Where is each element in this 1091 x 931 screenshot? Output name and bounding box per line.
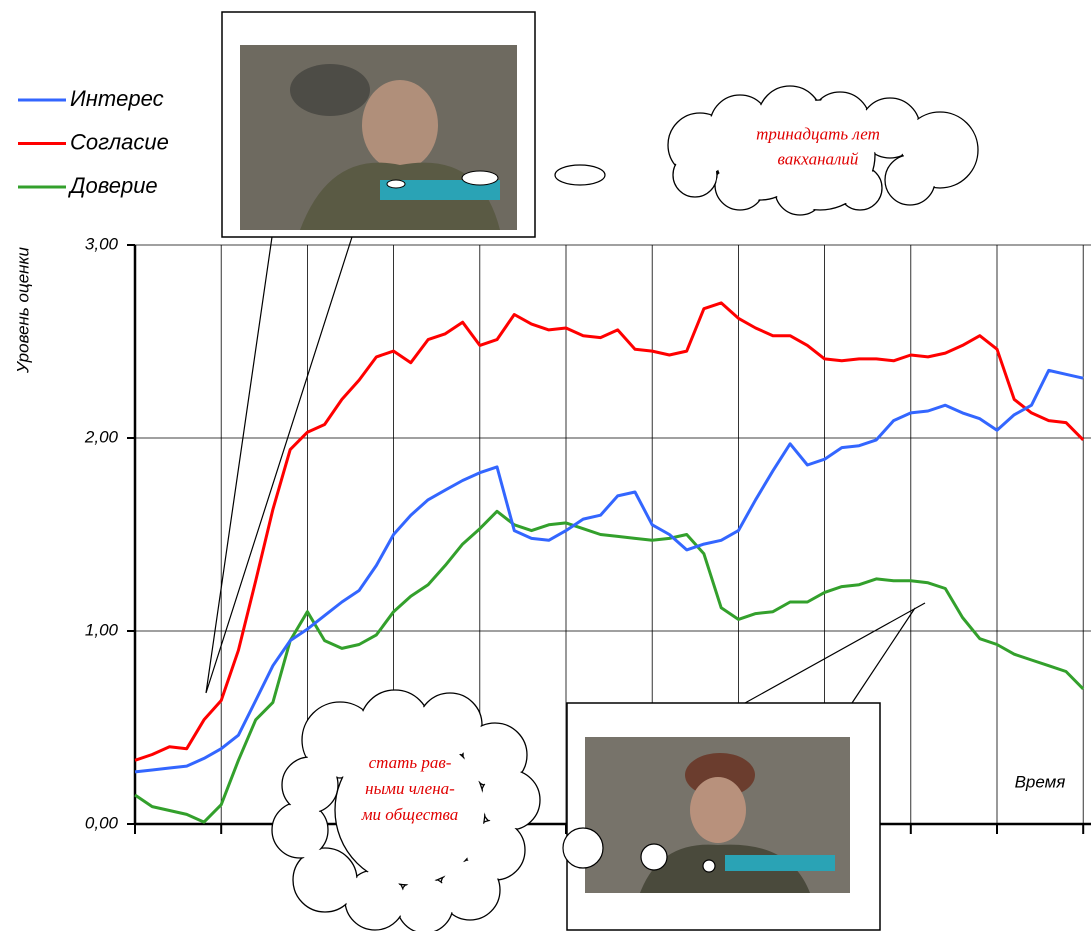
annotation-text: вакханалий [778, 149, 859, 168]
y-tick-label: 3,00 [85, 234, 119, 253]
annotation-text: ными члена- [365, 779, 455, 798]
cloud-fill [398, 878, 452, 931]
cloud-fill [716, 111, 804, 199]
grid: 0,00 1,00 2,00 3,00 [84, 234, 1091, 834]
clouds: тринадцать лет вакханалий стать рав-ными ч… [271, 85, 979, 931]
cloud-fill [336, 736, 484, 884]
y-tick-label: 1,00 [85, 620, 119, 639]
cloud-fill [419, 694, 481, 756]
x-axis-label: Время [1015, 772, 1066, 791]
cloud-fill [674, 154, 716, 196]
cloud-fill [464, 724, 526, 786]
y-axis-label: Уровень оценки [13, 246, 32, 374]
cloud-fill [283, 758, 337, 812]
cloud-fill [481, 771, 539, 829]
cloud-fill [886, 156, 934, 204]
cloud: стать рав-ными члена-ми общества [271, 689, 541, 931]
series-line [134, 509, 1085, 824]
photo-callout-bottom [562, 602, 926, 931]
lines [134, 301, 1085, 824]
photo-callout-top [205, 11, 606, 694]
cloud-fill [346, 871, 404, 929]
y-tick-label: 0,00 [85, 813, 119, 832]
y-tick-label: 2,00 [84, 427, 119, 446]
series-line [134, 301, 1085, 762]
annotation-text: тринадцать лет [756, 124, 880, 143]
cloud: тринадцать лет вакханалий [667, 85, 979, 216]
legend-label: Доверие [67, 173, 158, 198]
cloud-fill [294, 849, 356, 911]
series-line [134, 368, 1084, 774]
cloud-fill [441, 861, 499, 919]
annotation-text: стать рав- [369, 753, 452, 772]
legend-label: Интерес [70, 86, 164, 111]
legend-label: Согласие [70, 129, 169, 154]
cloud-fill [273, 803, 327, 857]
annotation-text: ми общества [361, 805, 459, 824]
